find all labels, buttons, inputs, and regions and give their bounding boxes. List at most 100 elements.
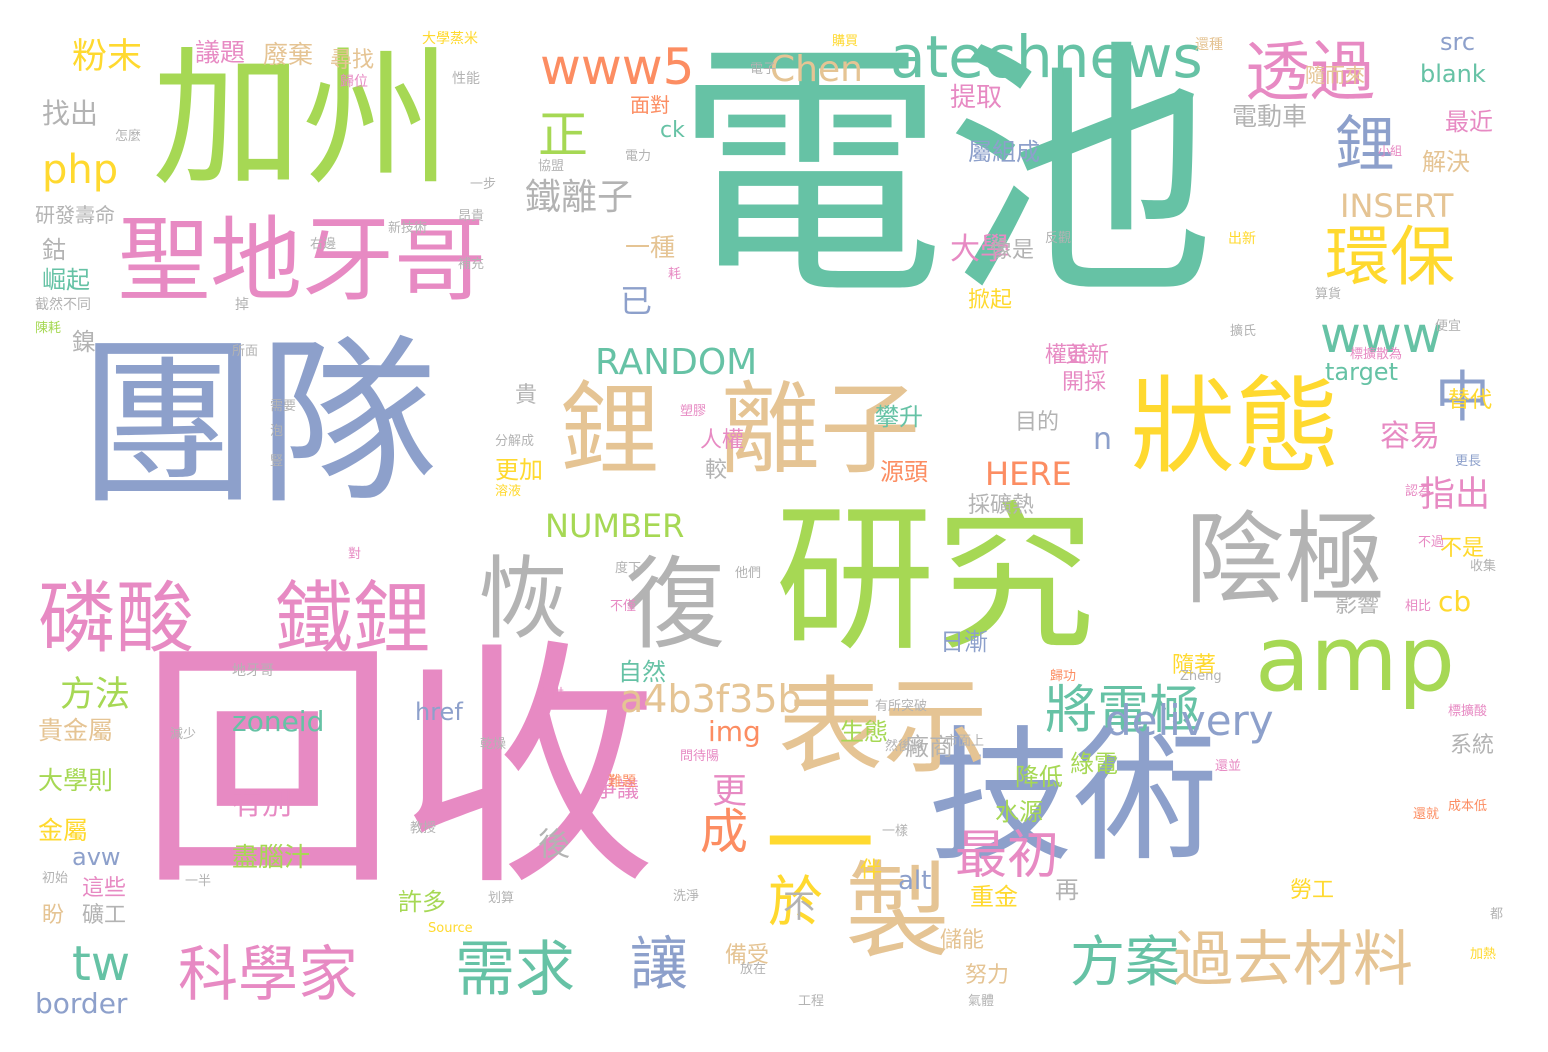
word-48: 尋找	[330, 48, 375, 73]
word-93: 儲能	[940, 928, 985, 953]
word-162: 問待陽	[680, 749, 720, 764]
word-120: 目的	[1015, 410, 1060, 435]
word-171: 划算	[488, 891, 515, 906]
word-150: 減少	[170, 727, 197, 742]
word-border: border	[35, 987, 128, 1020]
word-151: 分解成	[495, 434, 535, 449]
word-13: 製	[845, 851, 951, 973]
word-src: src	[1440, 28, 1476, 56]
word-27: 需求	[455, 935, 575, 1005]
word-76: 解決	[1422, 148, 1470, 176]
word-52: 大學	[950, 232, 1010, 267]
word-143: 反觀	[1045, 231, 1072, 246]
word-184: 不過	[1418, 535, 1445, 550]
word-159: 乾燥	[480, 737, 507, 752]
word-22: 環保	[1325, 220, 1456, 295]
word-6: 聖地牙哥	[118, 207, 487, 314]
word-140: 掉	[235, 297, 249, 313]
word-54: 指出	[1420, 475, 1491, 515]
word-102: 鈷	[42, 236, 66, 264]
word-105: 研發壽命	[35, 203, 115, 227]
word-152: 溶液	[495, 484, 522, 499]
word-81: 採礦熱	[968, 493, 1035, 518]
word-33: 最初	[955, 826, 1060, 886]
word-96: 貴金屬	[38, 716, 114, 745]
word-103: 崛起	[42, 266, 90, 294]
word-72: 提取	[950, 83, 1003, 113]
word-77: 面對	[630, 93, 670, 117]
word-161: 市面上	[945, 734, 985, 749]
word-170: 教授	[410, 821, 437, 836]
word-186: 對	[348, 547, 362, 562]
word-106: 權益	[1045, 343, 1090, 368]
word-82: 日漸	[940, 628, 988, 656]
word-79: 攀升	[875, 403, 923, 431]
word-146: 擴氏	[1230, 324, 1257, 339]
word-188: 需要	[270, 399, 297, 414]
word-104: 鎳	[72, 328, 96, 356]
word-target: target	[1325, 358, 1398, 386]
word-185: 度下	[615, 561, 642, 576]
word-131: 怎麼	[115, 129, 142, 144]
word-163: 難題	[608, 774, 636, 790]
word-112: 系統	[1450, 733, 1495, 758]
word-37: 正	[538, 106, 588, 164]
word-avw: avw	[72, 843, 121, 871]
word-80: 源頭	[880, 458, 928, 486]
word-84: 生態	[840, 718, 888, 746]
word-57: 方法	[60, 675, 131, 715]
word-127: 電子	[750, 62, 777, 77]
word-n: n	[1093, 422, 1113, 457]
word-zheng: Zheng	[1180, 669, 1222, 684]
word-108: 更加	[495, 456, 543, 484]
word-26: 科學家	[178, 940, 358, 1010]
word-168: 一半	[185, 874, 212, 889]
word-62: 更	[712, 772, 748, 812]
word-176: 氣體	[968, 994, 995, 1009]
word-49: 找出	[42, 97, 99, 130]
word-136: 昂貴	[458, 209, 485, 224]
word-2: 團隊	[78, 320, 439, 529]
word-zoneid: zoneid	[232, 705, 325, 738]
word-chen: Chen	[770, 49, 863, 90]
word-28: 讓	[630, 930, 689, 998]
word-source: Source	[428, 921, 473, 936]
word-178: 都	[1490, 907, 1504, 922]
word-158: 標擴酸	[1448, 704, 1488, 719]
word-173: 洗淨	[673, 889, 700, 904]
word-45: 粉末	[72, 37, 143, 77]
word-blank: blank	[1420, 60, 1486, 88]
word-insert: INSERT	[1340, 187, 1454, 225]
word-92: 再	[1055, 876, 1079, 904]
word-95: 備受	[725, 943, 770, 968]
word-155: 有所突破	[875, 699, 928, 714]
word-21: 透過	[1245, 35, 1376, 110]
word-134: 小組	[1378, 144, 1403, 158]
word-51: 已	[620, 282, 653, 320]
word-amp: amp	[1255, 607, 1455, 712]
word-190: 豎	[270, 454, 284, 469]
word-here: HERE	[985, 455, 1072, 493]
word-156: 歸功	[1050, 669, 1077, 684]
word-174: 放在	[740, 962, 767, 977]
word-139: 補充	[458, 257, 485, 272]
word-78: 一種	[625, 233, 676, 262]
word-www: www	[1320, 306, 1443, 364]
word-137: 新技術	[388, 221, 428, 236]
word-124: 隨而來	[1305, 63, 1365, 87]
word-12: 表示	[778, 666, 989, 788]
word-189: 泡	[270, 424, 284, 439]
word-169: 初始	[42, 871, 69, 886]
word-href: href	[415, 698, 463, 726]
word-46: 議題	[195, 38, 246, 67]
word-119: 開採	[1062, 370, 1107, 395]
word-17: 鐵鋰	[275, 574, 432, 664]
word-15: 復	[625, 546, 725, 663]
word-132: 協盟	[538, 159, 565, 174]
word-91: 重金	[970, 883, 1018, 911]
word-165: 成本低	[1448, 799, 1488, 814]
word-110: 影響	[1335, 593, 1380, 618]
word-99: 這些	[82, 876, 127, 901]
word-183: 認為	[1405, 484, 1432, 499]
word-63: 不	[783, 887, 816, 925]
